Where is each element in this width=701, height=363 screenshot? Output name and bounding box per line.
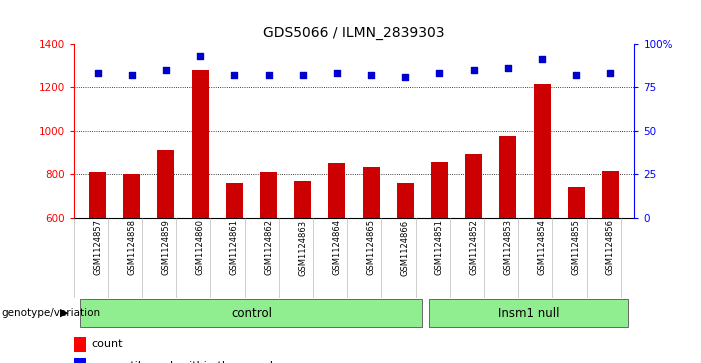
Text: percentile rank within the sample: percentile rank within the sample xyxy=(92,361,280,363)
Bar xyxy=(260,172,277,218)
Point xyxy=(400,74,411,79)
Bar xyxy=(74,337,86,352)
Bar xyxy=(602,171,619,218)
Text: GSM1124857: GSM1124857 xyxy=(93,219,102,276)
Text: GSM1124859: GSM1124859 xyxy=(161,219,170,275)
Bar xyxy=(465,154,482,218)
Text: genotype/variation: genotype/variation xyxy=(1,308,100,318)
Text: GSM1124860: GSM1124860 xyxy=(196,219,205,276)
Bar xyxy=(499,136,517,218)
Point xyxy=(536,56,547,62)
Text: GSM1124854: GSM1124854 xyxy=(538,219,547,275)
Point xyxy=(229,72,240,78)
Text: GSM1124864: GSM1124864 xyxy=(332,219,341,276)
Point xyxy=(92,70,103,76)
Text: GSM1124853: GSM1124853 xyxy=(503,219,512,276)
Bar xyxy=(89,172,106,218)
Text: GSM1124852: GSM1124852 xyxy=(469,219,478,275)
Bar xyxy=(294,181,311,218)
Point xyxy=(297,72,308,78)
Text: GSM1124858: GSM1124858 xyxy=(128,219,136,276)
Bar xyxy=(362,167,380,218)
Bar xyxy=(123,174,140,218)
Bar xyxy=(431,162,448,218)
Text: GSM1124856: GSM1124856 xyxy=(606,219,615,276)
Bar xyxy=(568,187,585,218)
Text: GSM1124863: GSM1124863 xyxy=(298,219,307,276)
Text: ▶: ▶ xyxy=(60,308,69,318)
Point xyxy=(365,72,376,78)
Bar xyxy=(397,183,414,218)
Point xyxy=(161,67,172,73)
Text: control: control xyxy=(231,307,272,319)
Text: GSM1124865: GSM1124865 xyxy=(367,219,376,276)
Bar xyxy=(533,84,550,218)
Text: GSM1124862: GSM1124862 xyxy=(264,219,273,276)
Bar xyxy=(226,183,243,218)
Point xyxy=(332,70,343,76)
Point xyxy=(263,72,274,78)
Bar xyxy=(158,150,175,218)
Bar xyxy=(328,163,346,218)
Point xyxy=(571,72,582,78)
Text: GSM1124851: GSM1124851 xyxy=(435,219,444,275)
Title: GDS5066 / ILMN_2839303: GDS5066 / ILMN_2839303 xyxy=(264,26,444,40)
Text: GSM1124855: GSM1124855 xyxy=(572,219,580,275)
Point xyxy=(605,70,616,76)
Text: count: count xyxy=(92,339,123,349)
Bar xyxy=(74,358,86,363)
Point xyxy=(434,70,445,76)
Point xyxy=(468,67,479,73)
Point xyxy=(503,65,514,71)
Text: GSM1124866: GSM1124866 xyxy=(401,219,410,276)
Bar xyxy=(81,299,423,327)
Point xyxy=(126,72,137,78)
Text: Insm1 null: Insm1 null xyxy=(498,307,559,319)
Bar xyxy=(191,70,209,218)
Point xyxy=(194,53,205,59)
Bar xyxy=(429,299,627,327)
Text: GSM1124861: GSM1124861 xyxy=(230,219,239,276)
